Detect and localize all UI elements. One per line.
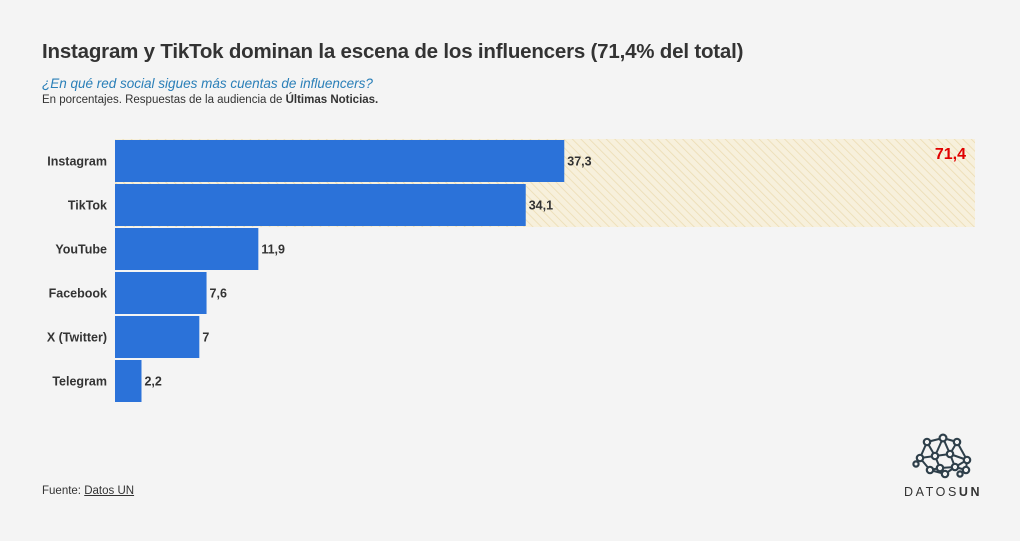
category-label: X (Twitter): [47, 331, 107, 345]
category-label: Instagram: [47, 155, 107, 169]
value-label: 34,1: [529, 199, 553, 213]
bar-facebook: [115, 272, 207, 314]
bar-telegram: [115, 360, 142, 402]
network-icon: [912, 433, 972, 479]
source-link[interactable]: Datos UN: [84, 485, 135, 497]
category-label: Telegram: [52, 375, 107, 389]
source-footer: Fuente: Datos UN: [42, 485, 134, 497]
bar-instagram: [115, 140, 565, 182]
source-prefix: Fuente:: [42, 485, 85, 497]
category-label: YouTube: [55, 243, 107, 257]
value-label: 11,9: [261, 243, 285, 257]
bar-tiktok: [115, 184, 526, 226]
category-label: TikTok: [68, 199, 107, 213]
bar-x-twitter: [115, 316, 200, 358]
bar-youtube: [115, 228, 259, 270]
chart-subtitle: ¿En qué red social sigues más cuentas de…: [42, 76, 373, 91]
highlight-total-label: 71,4: [935, 146, 966, 163]
chart-note: En porcentajes. Respuestas de la audienc…: [42, 94, 378, 106]
brand-logo-text: DATOSUN: [904, 485, 982, 499]
note-source-name: Últimas Noticias.: [285, 94, 379, 106]
value-label: 7: [202, 331, 209, 345]
value-label: 37,3: [567, 155, 591, 169]
category-label: Facebook: [49, 287, 107, 301]
brand-text-bold: UN: [958, 485, 983, 499]
chart-title: Instagram y TikTok dominan la escena de …: [42, 40, 744, 63]
brand-text-light: DATOS: [904, 485, 959, 499]
value-label: 7,6: [210, 287, 227, 301]
note-text: En porcentajes. Respuestas de la audienc…: [42, 94, 286, 106]
value-label: 2,2: [144, 375, 161, 389]
